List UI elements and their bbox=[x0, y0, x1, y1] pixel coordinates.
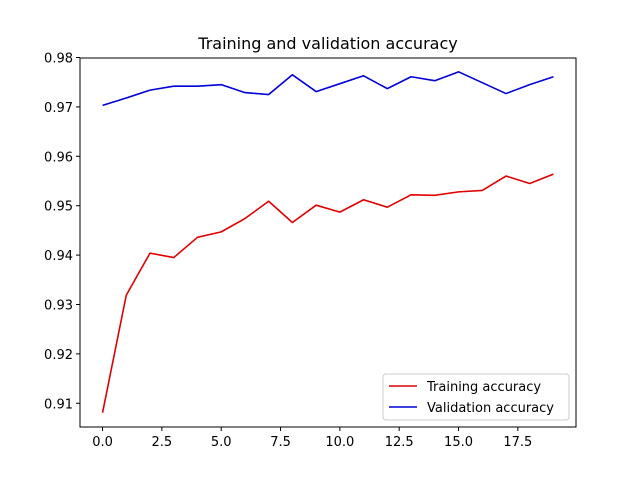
x-tick-label: 10.0 bbox=[325, 435, 354, 450]
y-tick-label: 0.93 bbox=[44, 298, 73, 313]
x-tick-label: 12.5 bbox=[385, 435, 414, 450]
legend: Training accuracy Validation accuracy bbox=[382, 373, 570, 421]
legend-label-1: Validation accuracy bbox=[427, 401, 554, 416]
x-tick-label: 7.5 bbox=[270, 435, 291, 450]
y-tick-label: 0.94 bbox=[44, 249, 73, 264]
y-tick-label: 0.92 bbox=[44, 348, 73, 363]
chart-title: Training and validation accuracy bbox=[197, 34, 457, 53]
legend-box bbox=[382, 373, 570, 421]
series-line-1 bbox=[102, 71, 554, 107]
x-axis: 0.0 2.5 5.0 7.5 10.0 12.5 15.0 17.5 bbox=[92, 427, 532, 450]
x-tick-label: 15.0 bbox=[444, 435, 473, 450]
series-line-0 bbox=[101, 173, 554, 413]
y-tick-label: 0.97 bbox=[44, 101, 73, 116]
y-axis: 0.91 0.92 0.93 0.94 0.95 0.96 0.97 0.98 bbox=[44, 52, 80, 412]
x-tick-label: 2.5 bbox=[152, 435, 173, 450]
x-tick-label: 5.0 bbox=[211, 435, 232, 450]
y-tick-label: 0.96 bbox=[44, 150, 73, 165]
y-tick-label: 0.91 bbox=[44, 397, 73, 412]
y-tick-label: 0.95 bbox=[44, 200, 73, 215]
x-tick-label: 0.0 bbox=[92, 435, 113, 450]
axes-frame bbox=[79, 57, 577, 428]
legend-label-0: Training accuracy bbox=[426, 380, 541, 395]
x-tick-label: 17.5 bbox=[503, 435, 532, 450]
y-tick-label: 0.98 bbox=[44, 52, 73, 67]
plot-lines bbox=[101, 71, 554, 413]
